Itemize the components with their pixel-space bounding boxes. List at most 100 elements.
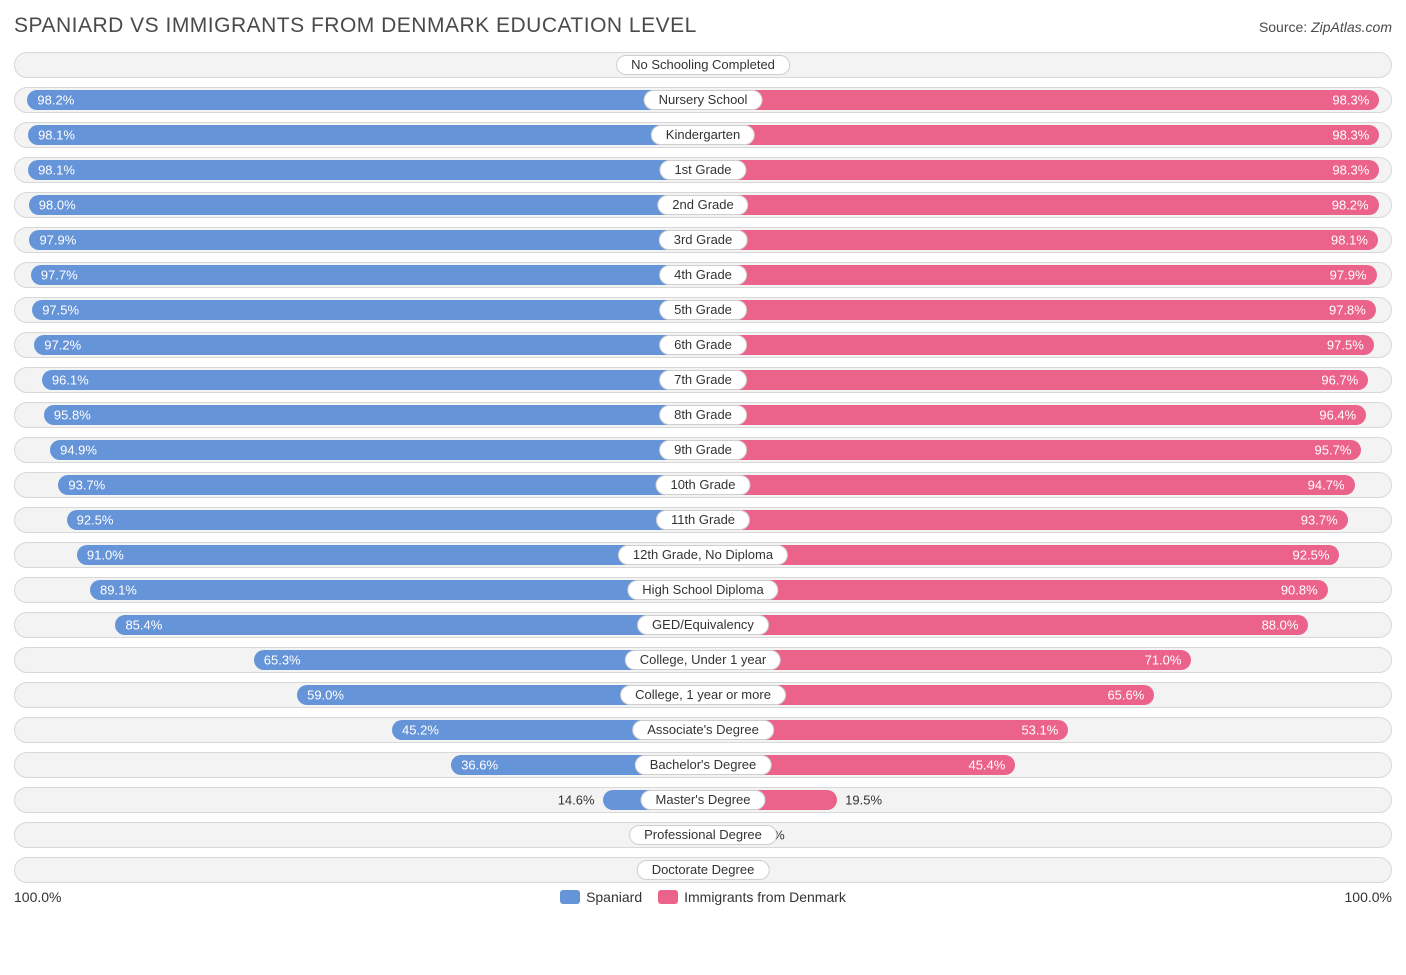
category-label: Master's Degree (641, 790, 766, 810)
chart-row: 1.9%1.7%No Schooling Completed (14, 52, 1392, 78)
bar-left (44, 405, 703, 425)
pct-right: 97.8% (1329, 303, 1366, 318)
chart-row: 4.4%6.4%Professional Degree (14, 822, 1392, 848)
pct-left: 97.9% (39, 233, 76, 248)
pct-left: 14.6% (558, 793, 595, 808)
diverging-bar-chart: 1.9%1.7%No Schooling Completed98.2%98.3%… (14, 52, 1392, 883)
category-label: 3rd Grade (659, 230, 748, 250)
bar-right (703, 615, 1308, 635)
bar-left (34, 335, 703, 355)
pct-left: 98.1% (38, 163, 75, 178)
category-label: 6th Grade (659, 335, 747, 355)
chart-row: 98.0%98.2%2nd Grade (14, 192, 1392, 218)
chart-title: SPANIARD VS IMMIGRANTS FROM DENMARK EDUC… (14, 14, 697, 38)
legend: Spaniard Immigrants from Denmark (560, 889, 846, 905)
pct-right: 96.7% (1321, 373, 1358, 388)
pct-right: 96.4% (1319, 408, 1356, 423)
bar-left (42, 370, 703, 390)
chart-row: 92.5%93.7%11th Grade (14, 507, 1392, 533)
category-label: Doctorate Degree (637, 860, 770, 880)
chart-row: 93.7%94.7%10th Grade (14, 472, 1392, 498)
pct-left: 59.0% (307, 688, 344, 703)
category-label: No Schooling Completed (616, 55, 790, 75)
pct-right: 71.0% (1145, 653, 1182, 668)
category-label: Nursery School (644, 90, 763, 110)
pct-left: 45.2% (402, 723, 439, 738)
chart-row: 36.6%45.4%Bachelor's Degree (14, 752, 1392, 778)
bar-right (703, 580, 1328, 600)
legend-label-right: Immigrants from Denmark (684, 889, 846, 905)
legend-swatch-left (560, 890, 580, 904)
category-label: Kindergarten (651, 125, 755, 145)
pct-right: 95.7% (1315, 443, 1352, 458)
chart-row: 91.0%92.5%12th Grade, No Diploma (14, 542, 1392, 568)
category-label: 2nd Grade (657, 195, 748, 215)
bar-left (28, 125, 703, 145)
legend-item-left: Spaniard (560, 889, 642, 905)
chart-row: 89.1%90.8%High School Diploma (14, 577, 1392, 603)
category-label: 9th Grade (659, 440, 747, 460)
source-label: Source: (1259, 19, 1311, 35)
chart-row: 1.9%2.8%Doctorate Degree (14, 857, 1392, 883)
chart-row: 14.6% 19.5% Master's Degree (14, 787, 1392, 813)
chart-header: SPANIARD VS IMMIGRANTS FROM DENMARK EDUC… (14, 14, 1392, 38)
chart-source: Source: ZipAtlas.com (1259, 19, 1392, 35)
bar-left (90, 580, 703, 600)
category-label: Professional Degree (629, 825, 777, 845)
axis-left-end: 100.0% (14, 889, 61, 905)
chart-row: 97.9% 98.1% 3rd Grade (14, 227, 1392, 253)
bar-right (703, 265, 1377, 285)
category-label: 12th Grade, No Diploma (618, 545, 788, 565)
category-label: High School Diploma (627, 580, 778, 600)
pct-left: 85.4% (125, 618, 162, 633)
pct-left: 36.6% (461, 758, 498, 773)
pct-left: 98.1% (38, 128, 75, 143)
pct-left: 95.8% (54, 408, 91, 423)
category-label: College, 1 year or more (620, 685, 786, 705)
category-label: 7th Grade (659, 370, 747, 390)
chart-row: 98.2%98.3%Nursery School (14, 87, 1392, 113)
pct-left: 97.7% (41, 268, 78, 283)
bar-right (703, 195, 1379, 215)
category-label: 1st Grade (659, 160, 746, 180)
pct-right: 45.4% (968, 758, 1005, 773)
bar-left (58, 475, 703, 495)
bar-left (32, 300, 703, 320)
bar-right (703, 510, 1348, 530)
bar-right (703, 405, 1366, 425)
bar-right (703, 370, 1368, 390)
pct-right: 19.5% (845, 793, 882, 808)
pct-left: 98.2% (37, 93, 74, 108)
bar-right (703, 125, 1379, 145)
category-label: 8th Grade (659, 405, 747, 425)
chart-row: 98.1% 98.3% 1st Grade (14, 157, 1392, 183)
bar-left (67, 510, 703, 530)
bar-left (28, 160, 703, 180)
chart-row: 96.1%96.7%7th Grade (14, 367, 1392, 393)
chart-row: 95.8% 96.4% 8th Grade (14, 402, 1392, 428)
pct-right: 97.9% (1330, 268, 1367, 283)
pct-left: 91.0% (87, 548, 124, 563)
chart-row: 59.0%65.6%College, 1 year or more (14, 682, 1392, 708)
pct-right: 97.5% (1327, 338, 1364, 353)
category-label: 5th Grade (659, 300, 747, 320)
pct-right: 98.3% (1332, 163, 1369, 178)
bar-left (31, 265, 703, 285)
bar-right (703, 335, 1374, 355)
pct-right: 53.1% (1021, 723, 1058, 738)
bar-left (27, 90, 703, 110)
bar-left (29, 195, 703, 215)
chart-row: 45.2%53.1%Associate's Degree (14, 717, 1392, 743)
pct-left: 65.3% (264, 653, 301, 668)
pct-right: 88.0% (1262, 618, 1299, 633)
bar-right (703, 440, 1361, 460)
pct-left: 93.7% (68, 478, 105, 493)
pct-left: 97.5% (42, 303, 79, 318)
chart-row: 97.2%97.5%6th Grade (14, 332, 1392, 358)
bar-left (77, 545, 703, 565)
pct-right: 98.1% (1331, 233, 1368, 248)
chart-footer: 100.0% Spaniard Immigrants from Denmark … (14, 889, 1392, 905)
pct-left: 98.0% (39, 198, 76, 213)
bar-right (703, 475, 1355, 495)
chart-row: 97.5% 97.8% 5th Grade (14, 297, 1392, 323)
